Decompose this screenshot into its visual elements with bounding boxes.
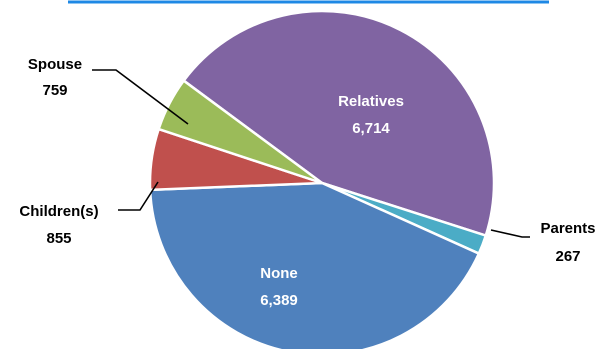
label-spouse-name: Spouse <box>28 56 82 73</box>
pie-slice-none <box>148 181 481 349</box>
label-children-name: Children(s) <box>19 203 98 220</box>
leader-children <box>118 181 159 211</box>
leader-spouse <box>92 69 189 125</box>
label-relatives-value: 6,714 <box>352 120 390 137</box>
pie-slice-relatives <box>182 9 496 237</box>
label-parents-value: 267 <box>555 248 580 265</box>
leader-parents <box>490 229 530 238</box>
pie-slice-spouse <box>157 79 324 185</box>
label-none-value: 6,389 <box>260 292 298 309</box>
label-none-name: None <box>260 265 298 282</box>
label-relatives-name: Relatives <box>338 93 404 110</box>
label-children-value: 855 <box>46 230 71 247</box>
label-spouse-value: 759 <box>42 82 67 99</box>
label-parents-name: Parents <box>540 220 595 237</box>
